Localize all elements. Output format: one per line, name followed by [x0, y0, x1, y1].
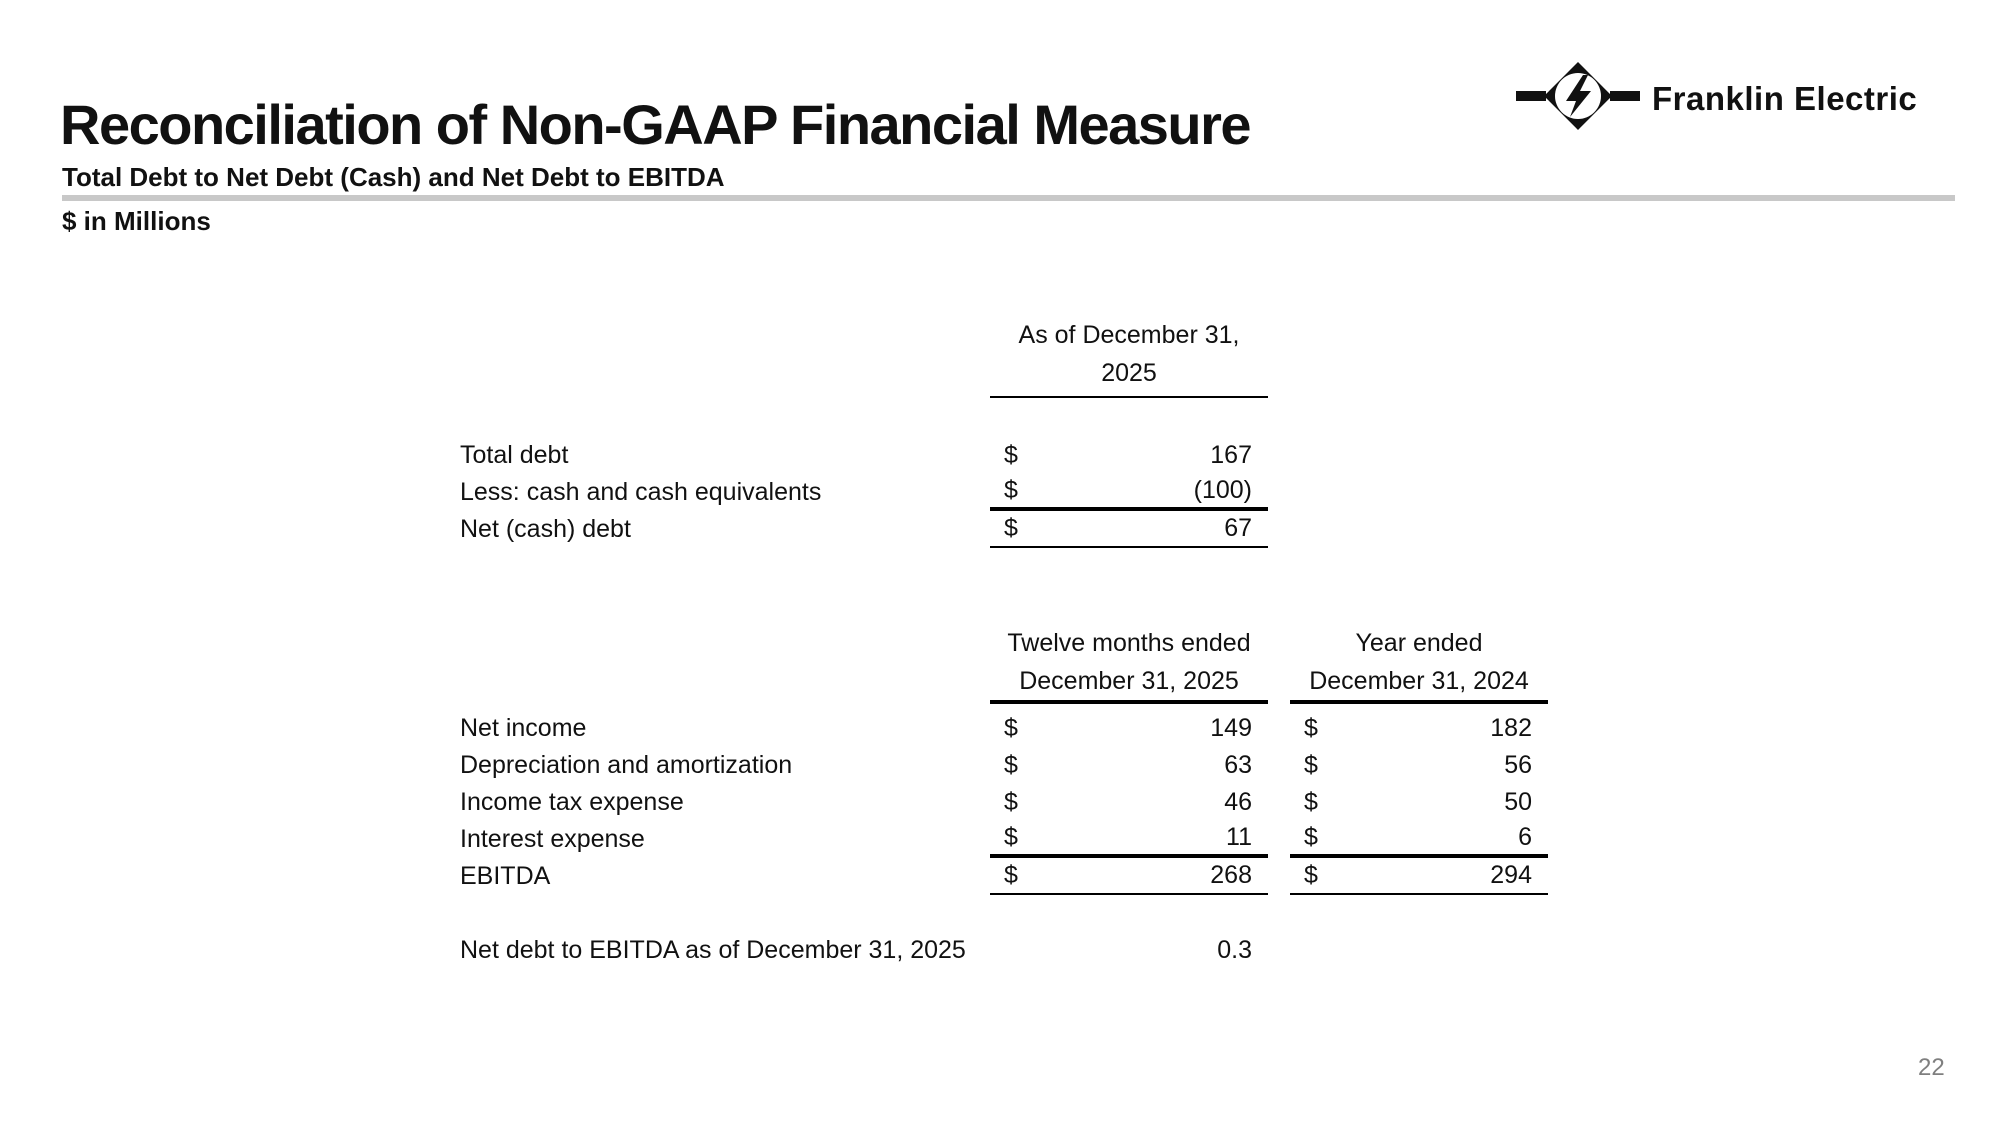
debt-table-header-line1: As of December 31, — [1018, 321, 1240, 349]
page-title: Reconciliation of Non-GAAP Financial Mea… — [60, 93, 1252, 156]
diamond-lightning-icon — [1516, 62, 1640, 130]
value: 67 — [1224, 514, 1252, 542]
logo-wordmark: Franklin Electric — [1652, 80, 1918, 117]
page-subtitle: Total Debt to Net Debt (Cash) and Net De… — [62, 162, 725, 192]
currency-symbol: $ — [1304, 823, 1318, 851]
row-label-income-tax: Income tax expense — [460, 788, 684, 816]
currency-symbol: $ — [1304, 714, 1318, 742]
value: 46 — [1224, 788, 1252, 816]
currency-symbol: $ — [1004, 714, 1018, 742]
currency-symbol: $ — [1004, 751, 1018, 779]
row-label-total-debt: Total debt — [460, 441, 569, 469]
row-value-net-cash-debt: $ 67 — [990, 511, 1268, 548]
value: 50 — [1504, 788, 1532, 816]
value: 268 — [1210, 861, 1252, 889]
row-label-net-cash-debt: Net (cash) debt — [460, 515, 631, 543]
ebitda-col2-header-line1: Year ended — [1355, 629, 1483, 657]
value: 56 — [1504, 751, 1532, 779]
row-value-net-income-2025: $ 149 — [990, 710, 1268, 747]
ebitda-col2-header-line2: December 31, 2024 — [1309, 667, 1529, 695]
row-value-ebitda-2024: $ 294 — [1290, 858, 1548, 895]
value: 167 — [1210, 441, 1252, 469]
ratio-label: Net debt to EBITDA as of December 31, 20… — [460, 936, 966, 964]
row-value-less-cash: $ (100) — [990, 474, 1268, 511]
row-value-depreciation-2024: $ 56 — [1290, 747, 1548, 784]
currency-symbol: $ — [1304, 751, 1318, 779]
value: 294 — [1490, 861, 1532, 889]
currency-symbol: $ — [1004, 476, 1018, 504]
debt-table-header: As of December 31, 2025 — [990, 316, 1268, 392]
currency-symbol: $ — [1004, 441, 1018, 469]
currency-symbol: $ — [1004, 823, 1018, 851]
value: 6 — [1518, 823, 1532, 851]
row-value-total-debt: $ 167 — [990, 437, 1268, 474]
row-label-interest: Interest expense — [460, 825, 645, 853]
value: 63 — [1224, 751, 1252, 779]
row-value-income-tax-2025: $ 46 — [990, 784, 1268, 821]
ebitda-col1-header-line2: December 31, 2025 — [1019, 667, 1239, 695]
row-value-ebitda-2025: $ 268 — [990, 858, 1268, 895]
currency-symbol: $ — [1004, 514, 1018, 542]
row-value-depreciation-2025: $ 63 — [990, 747, 1268, 784]
row-label-net-income: Net income — [460, 714, 587, 742]
currency-symbol: $ — [1304, 788, 1318, 816]
currency-symbol: $ — [1004, 788, 1018, 816]
row-value-net-income-2024: $ 182 — [1290, 710, 1548, 747]
row-value-interest-2024: $ 6 — [1290, 821, 1548, 858]
currency-symbol: $ — [1004, 861, 1018, 889]
ebitda-col1-header-line1: Twelve months ended — [1007, 629, 1251, 657]
header-divider — [62, 195, 1955, 201]
ebitda-col1-header: Twelve months ended December 31, 2025 — [990, 624, 1268, 700]
debt-table-header-line2: 2025 — [1101, 359, 1157, 387]
value: (100) — [1193, 476, 1252, 504]
page-number: 22 — [1918, 1054, 1945, 1081]
row-label-ebitda: EBITDA — [460, 862, 551, 890]
row-label-depreciation: Depreciation and amortization — [460, 751, 793, 779]
ebitda-col2-header-rule — [1290, 700, 1548, 704]
franklin-electric-logo: Franklin Electric — [1512, 54, 1942, 144]
ratio-value: 0.3 — [1217, 936, 1252, 964]
currency-symbol: $ — [1304, 861, 1318, 889]
row-value-interest-2025: $ 11 — [990, 821, 1268, 858]
row-label-less-cash: Less: cash and cash equivalents — [460, 478, 822, 506]
value: 182 — [1490, 714, 1532, 742]
value: 11 — [1226, 823, 1252, 851]
debt-table-header-rule — [990, 396, 1268, 398]
ebitda-col1-header-rule — [990, 700, 1268, 704]
row-value-income-tax-2024: $ 50 — [1290, 784, 1548, 821]
units-label: $ in Millions — [62, 206, 211, 236]
value: 149 — [1210, 714, 1252, 742]
ebitda-col2-header: Year ended December 31, 2024 — [1290, 624, 1548, 700]
